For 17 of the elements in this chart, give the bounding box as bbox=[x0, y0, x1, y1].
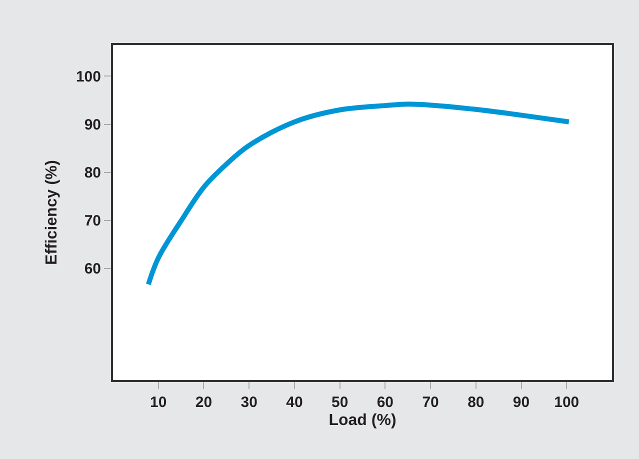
x-tick-label: 40 bbox=[286, 394, 303, 411]
x-tick-label: 70 bbox=[422, 394, 439, 411]
x-tick-label: 80 bbox=[468, 394, 484, 411]
y-tick-label: 90 bbox=[84, 116, 101, 134]
x-tick-label: 60 bbox=[376, 394, 394, 411]
x-tick-label: 50 bbox=[331, 394, 348, 411]
y-tick-label: 60 bbox=[84, 260, 101, 278]
y-tick-label: 100 bbox=[76, 68, 101, 86]
x-tick-label: 20 bbox=[195, 394, 212, 411]
x-tick-label: 100 bbox=[554, 394, 580, 411]
x-tick-label: 30 bbox=[240, 394, 258, 411]
x-tick-label: 90 bbox=[512, 394, 530, 411]
x-tick-label: 10 bbox=[150, 394, 167, 411]
y-tick-label: 80 bbox=[84, 164, 101, 182]
x-axis-title: Load (%) bbox=[328, 412, 396, 430]
y-tick-label: 70 bbox=[84, 212, 101, 230]
y-axis-title: Efficiency (%) bbox=[43, 160, 60, 265]
